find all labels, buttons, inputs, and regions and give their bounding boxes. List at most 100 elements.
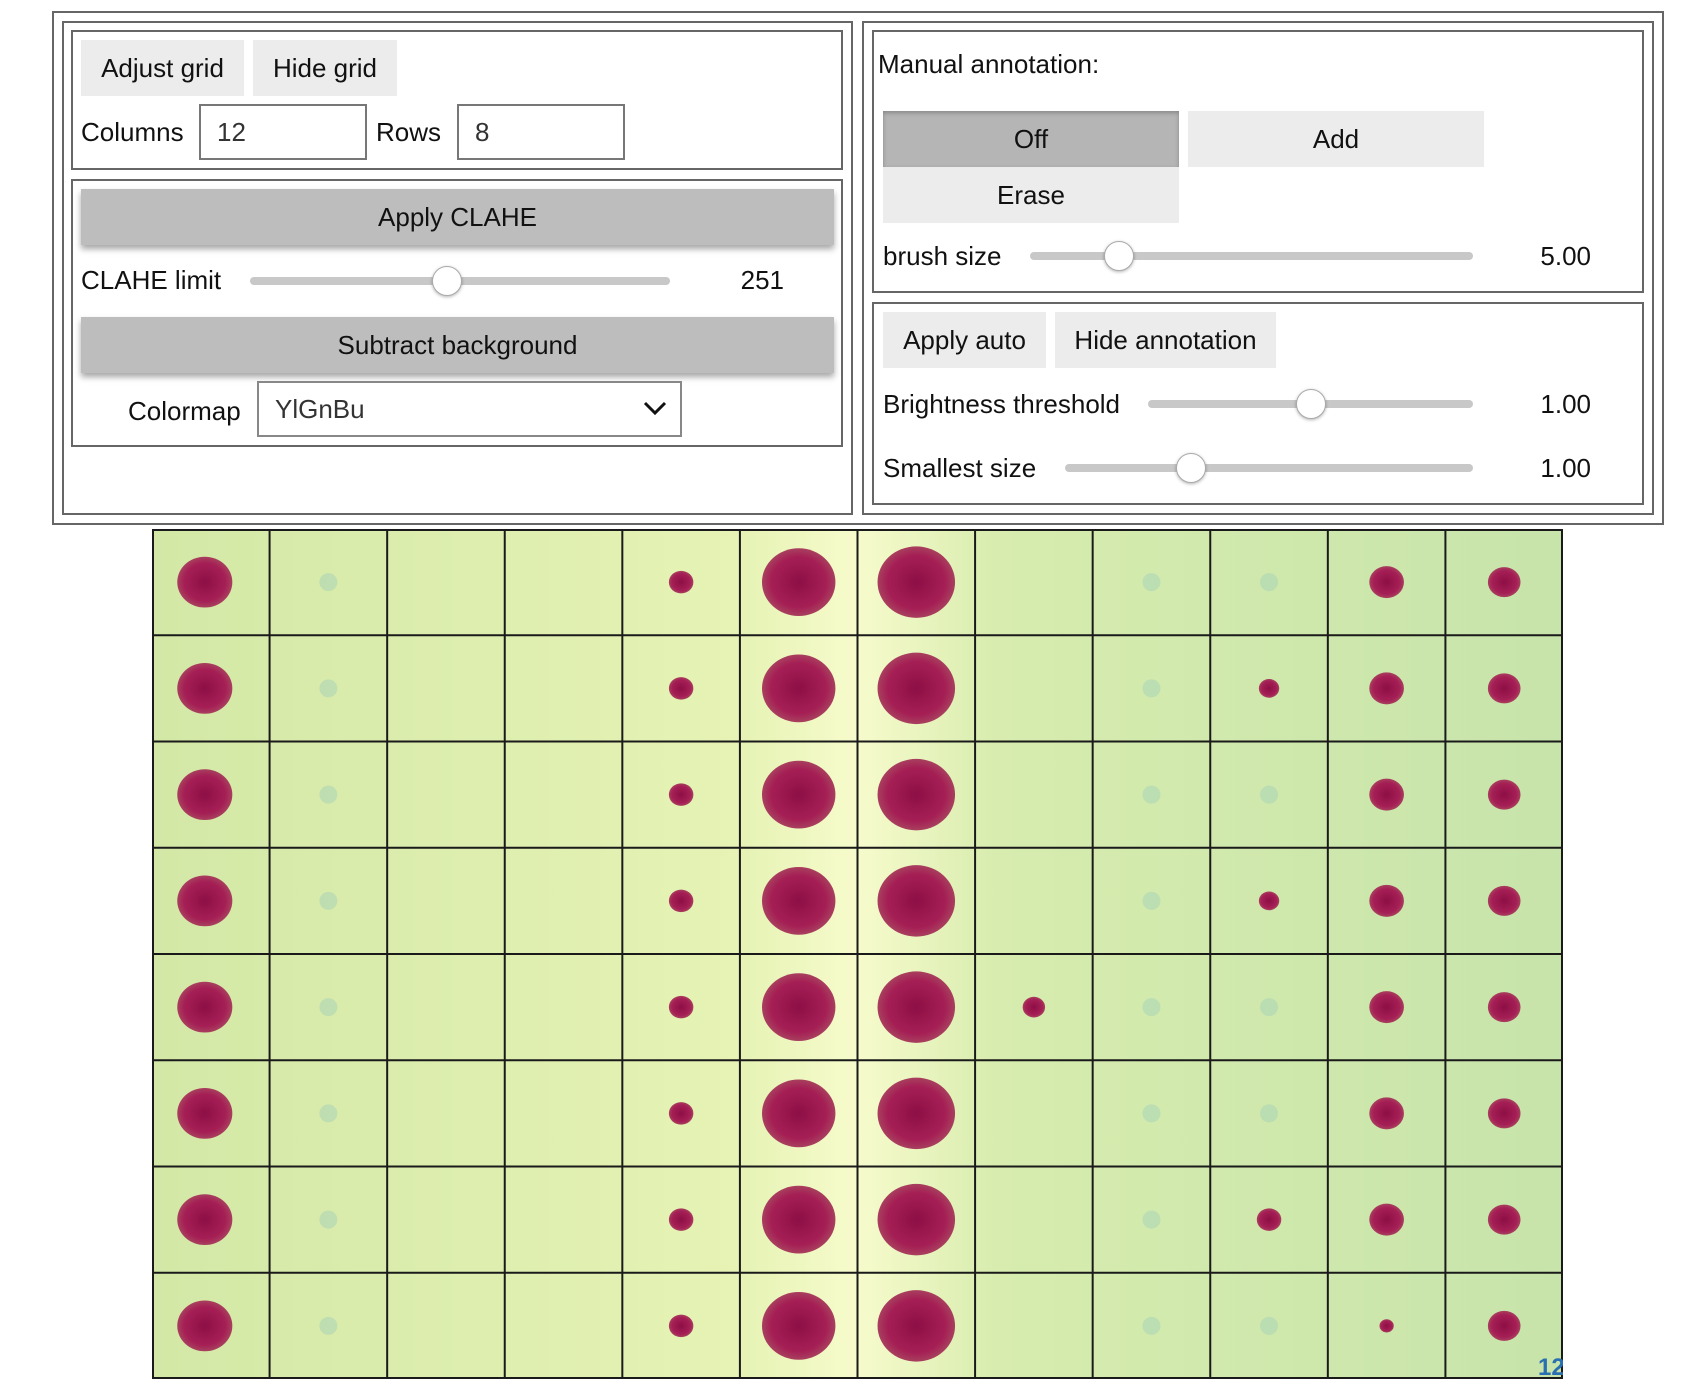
faint-spot [319,891,338,910]
faint-spot [319,1210,338,1229]
faint-spot [1142,1104,1161,1123]
hide-grid-button[interactable]: Hide grid [253,40,397,96]
colony-spot [877,652,956,725]
colony-spot [877,546,956,618]
colony-spot [1487,779,1521,810]
clahe-limit-slider-handle[interactable] [432,266,463,296]
colony-spot [761,654,836,723]
brightness-threshold-slider-handle[interactable] [1295,389,1326,419]
colony-spot [177,662,233,714]
apply-auto-button[interactable]: Apply auto [883,312,1046,368]
chevron-down-icon [643,401,667,416]
colony-spot [761,760,836,829]
smallest-size-slider-handle[interactable] [1176,453,1207,483]
smallest-size-label: Smallest size [883,453,1037,483]
mode-off-button[interactable]: Off [883,111,1179,167]
manual-annotation-panel [872,30,1644,293]
colony-spot [1369,566,1404,599]
left-column [62,21,853,515]
brightness-threshold-label: Brightness threshold [883,389,1121,419]
auto-annotation-panel [872,302,1644,505]
colony-spot [1487,1310,1521,1341]
colony-spot [761,548,836,616]
colony-spot [1487,885,1521,916]
faint-spot [1142,998,1161,1017]
colony-spot [877,758,956,831]
colony-spot [877,1077,956,1150]
brightness-threshold-value: 1.00 [1540,389,1591,419]
colony-spot [177,981,233,1033]
colony-spot [1022,996,1046,1018]
colony-spot [177,875,233,927]
colony-spot [177,1087,233,1139]
brush-size-track[interactable] [1030,252,1473,260]
hide-annotation-button[interactable]: Hide annotation [1055,312,1276,368]
faint-spot [1260,1316,1279,1335]
columns-input[interactable]: 12 [199,104,367,160]
subtract-background-button[interactable]: Subtract background [81,317,834,373]
right-column [862,21,1654,515]
rows-label: Rows [376,117,442,147]
colony-spot [668,1314,694,1338]
faint-spot [319,679,338,698]
plate-image[interactable]: 12 [152,529,1563,1379]
clahe-limit-value: 251 [740,265,784,295]
colony-spot [668,995,694,1019]
faint-spot [319,1316,338,1335]
apply-clahe-button[interactable]: Apply CLAHE [81,189,834,245]
faint-spot [1260,998,1279,1017]
colony-spot [761,1185,836,1254]
colony-spot [877,971,956,1043]
smallest-size-track[interactable] [1065,464,1473,472]
faint-spot [1142,891,1161,910]
colony-spot [668,889,694,913]
mode-erase-button[interactable]: Erase [883,167,1179,223]
colony-spot [1487,673,1521,704]
colormap-selected-value: YlGnBu [275,393,365,424]
colony-spot [1369,1097,1404,1130]
faint-spot [1142,679,1161,698]
colony-spot [761,973,836,1041]
faint-spot [319,1104,338,1123]
plate-corner-mark: 12 [1538,1354,1563,1379]
brush-size-slider-handle[interactable] [1103,241,1134,271]
faint-spot [1142,573,1161,592]
controls-container [52,11,1664,525]
colony-spot [177,1194,233,1246]
colony-spot [877,1290,956,1362]
brush-size-label: brush size [883,241,1002,271]
faint-spot [1142,785,1161,804]
adjust-grid-button[interactable]: Adjust grid [81,40,244,96]
colony-spot [1487,567,1521,598]
clahe-limit-label: CLAHE limit [81,265,222,295]
colony-spot [1487,1098,1521,1129]
colony-spot [668,783,694,806]
faint-spot [1142,1210,1161,1229]
colony-spot [1369,778,1404,811]
grid-panel [71,30,843,170]
faint-spot [1260,785,1279,804]
colony-spot [668,1102,694,1125]
colony-spot [1487,992,1521,1023]
colony-spot [1369,991,1404,1024]
manual-annotation-title: Manual annotation: [878,49,1100,79]
colony-spot [1369,672,1404,705]
colony-spot [877,865,956,937]
colony-spot [1258,678,1280,698]
spot-layer [177,546,1521,1362]
colony-spot [1369,884,1404,917]
colony-spot [1379,1319,1394,1333]
faint-spot [1142,1316,1161,1335]
columns-label: Columns [81,117,184,147]
faint-spot [1260,1104,1279,1123]
colony-spot [1256,1208,1282,1231]
colormap-select[interactable]: YlGnBu [257,381,682,437]
colony-spot [761,1292,836,1360]
colony-spot [877,1183,956,1256]
rows-input[interactable]: 8 [457,104,625,160]
mode-add-button[interactable]: Add [1188,111,1484,167]
colony-spot [668,677,694,700]
colony-spot [761,867,836,935]
grid-overlay [152,529,1563,1379]
smallest-size-value: 1.00 [1540,453,1591,483]
